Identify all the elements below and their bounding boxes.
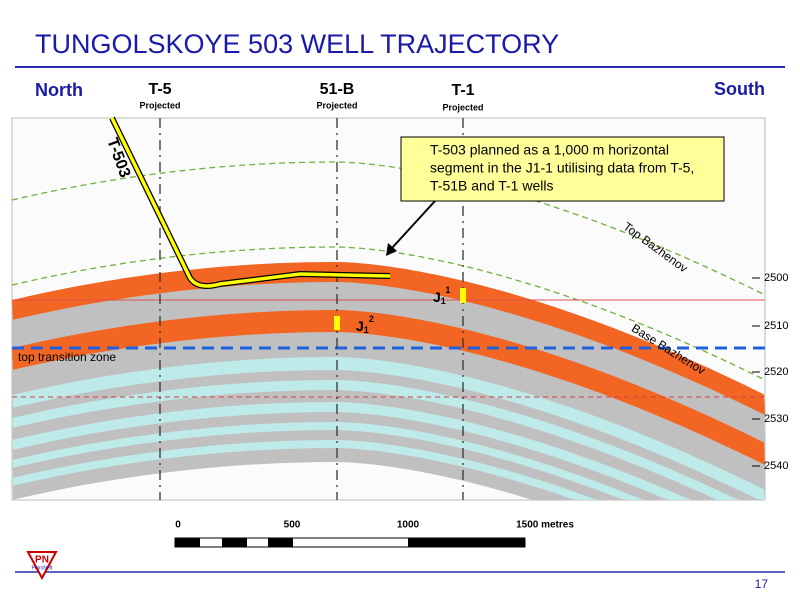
arrow-head [386,243,397,256]
callout-line: segment in the J1-1 utilising data from … [430,160,694,176]
unit-sub: 1 [441,296,446,306]
base-bazhenov [11,246,765,381]
scale-label: 1500 metres [516,520,574,531]
scale-seg [175,538,200,547]
sand-band [12,440,765,500]
depth-label: 2530 [764,413,788,425]
well-name: T-5 [148,81,171,98]
callout-line: T-51B and T-1 wells [430,178,553,194]
callout-box [400,136,725,202]
well-marker [460,288,466,303]
well-note: Projected [316,100,357,110]
scale-label: 500 [284,520,301,531]
top-bazhenov [11,161,765,296]
scale-seg [268,538,293,547]
unit-label: J11 [433,285,450,306]
sand-band [12,422,765,500]
unit-base: J [433,289,441,305]
unit-label: J12 [356,314,374,335]
page-number: 17 [755,577,769,591]
south-label: South [714,79,765,99]
scale-seg [408,538,525,547]
scale-label: 0 [175,520,181,531]
north-label: North [35,80,83,100]
zone-label: top transition zone [18,350,116,364]
depth-label: 2500 [764,272,788,284]
j12-layer [12,310,765,465]
unit-base: J [356,318,364,334]
well-note: Projected [139,100,180,110]
slide-title: TUNGOLSKOYE 503 WELL TRAJECTORY [35,29,559,59]
scale-bar [174,537,526,548]
logo: PN PetroNeft [26,551,58,581]
callout-arrow [391,200,436,249]
well-lines [159,118,464,500]
depth-axis: 2500 2510 2520 2530 2540 [752,272,788,472]
logo-mark: PN [35,555,49,566]
depth-label: 2510 [764,320,788,332]
trajectory [110,117,391,288]
depth-label: 2540 [764,460,788,472]
depth-label: 2520 [764,366,788,378]
well-marker [334,316,340,330]
unit-sup: 2 [369,314,374,324]
logo-shape [26,551,58,581]
callout-line: T-503 planned as a 1,000 m horizontal [430,142,669,158]
well-name: 51-B [320,81,355,98]
well-name: T-1 [451,82,474,99]
scale-label: 1000 [397,520,420,531]
logo-name: PetroNeft [31,565,53,571]
unit-sup: 1 [445,285,450,295]
unit-sub: 1 [364,325,369,335]
scale-seg [222,538,247,547]
j11-layer [12,262,765,415]
sand-band [12,357,765,500]
well-note: Projected [442,102,483,112]
layers [11,161,765,500]
